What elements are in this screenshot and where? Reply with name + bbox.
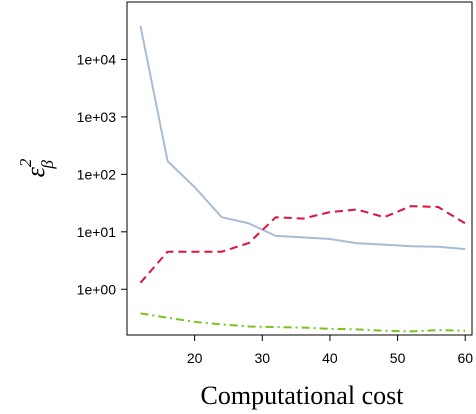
- series-2-line: [139, 205, 466, 284]
- y-axis-title-subscript: β: [38, 160, 57, 170]
- series-layer: [139, 25, 466, 333]
- y-axis-title-base: ε: [21, 166, 50, 177]
- plot-frame: [126, 1, 473, 336]
- y-tick-label: 1e+03: [77, 109, 117, 125]
- y-axis-title: ε2 β: [16, 158, 57, 177]
- y-tick-label: 1e+04: [77, 51, 117, 67]
- x-tick-label: 50: [390, 350, 406, 366]
- y-axis: 1e+00 1e+01 1e+02 1e+03 1e+04: [77, 51, 127, 297]
- x-tick-label: 20: [187, 350, 203, 366]
- x-tick-label: 40: [322, 350, 338, 366]
- series-1-line: [139, 25, 466, 251]
- x-tick-label: 30: [255, 350, 271, 366]
- series-3-line: [140, 312, 466, 333]
- y-tick-label: 1e+02: [77, 166, 117, 182]
- x-axis-title: Computational cost: [201, 381, 405, 410]
- y-tick-label: 1e+00: [77, 281, 117, 297]
- y-tick-label: 1e+01: [77, 224, 117, 240]
- x-axis: 20 30 40 50 60: [187, 335, 473, 366]
- y-axis-title-superscript: 2: [16, 158, 35, 167]
- x-tick-label: 60: [457, 350, 473, 366]
